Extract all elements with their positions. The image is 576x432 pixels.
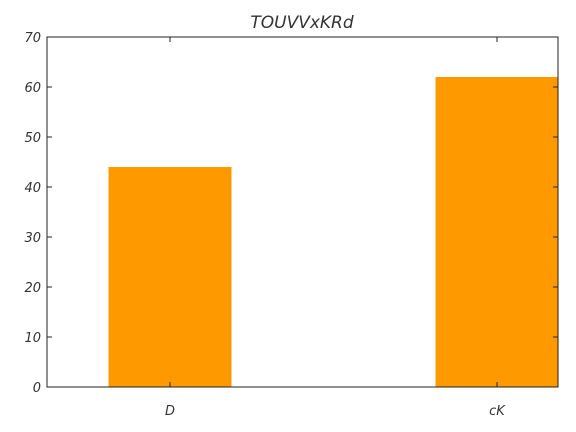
bars-group: [108, 77, 558, 387]
y-tick-label: 50: [24, 131, 41, 146]
y-tick-label: 40: [24, 181, 41, 196]
y-tick-label: 0: [33, 381, 41, 396]
y-axis: 0 10 20 30 40 50 60 70: [24, 31, 558, 396]
y-tick-label: 30: [24, 231, 41, 246]
y-tick-label: 20: [24, 281, 41, 296]
bar-d: [108, 167, 232, 387]
chart-title: TOUVVxKRd: [250, 13, 353, 33]
plot-frame: [46, 36, 559, 388]
x-tick-label: cK: [489, 404, 506, 419]
y-tick-label: 60: [24, 81, 41, 96]
y-tick-label: 10: [24, 331, 41, 346]
bar-ck: [435, 77, 558, 387]
y-tick-label: 70: [24, 31, 41, 46]
x-tick-label: D: [165, 404, 175, 419]
